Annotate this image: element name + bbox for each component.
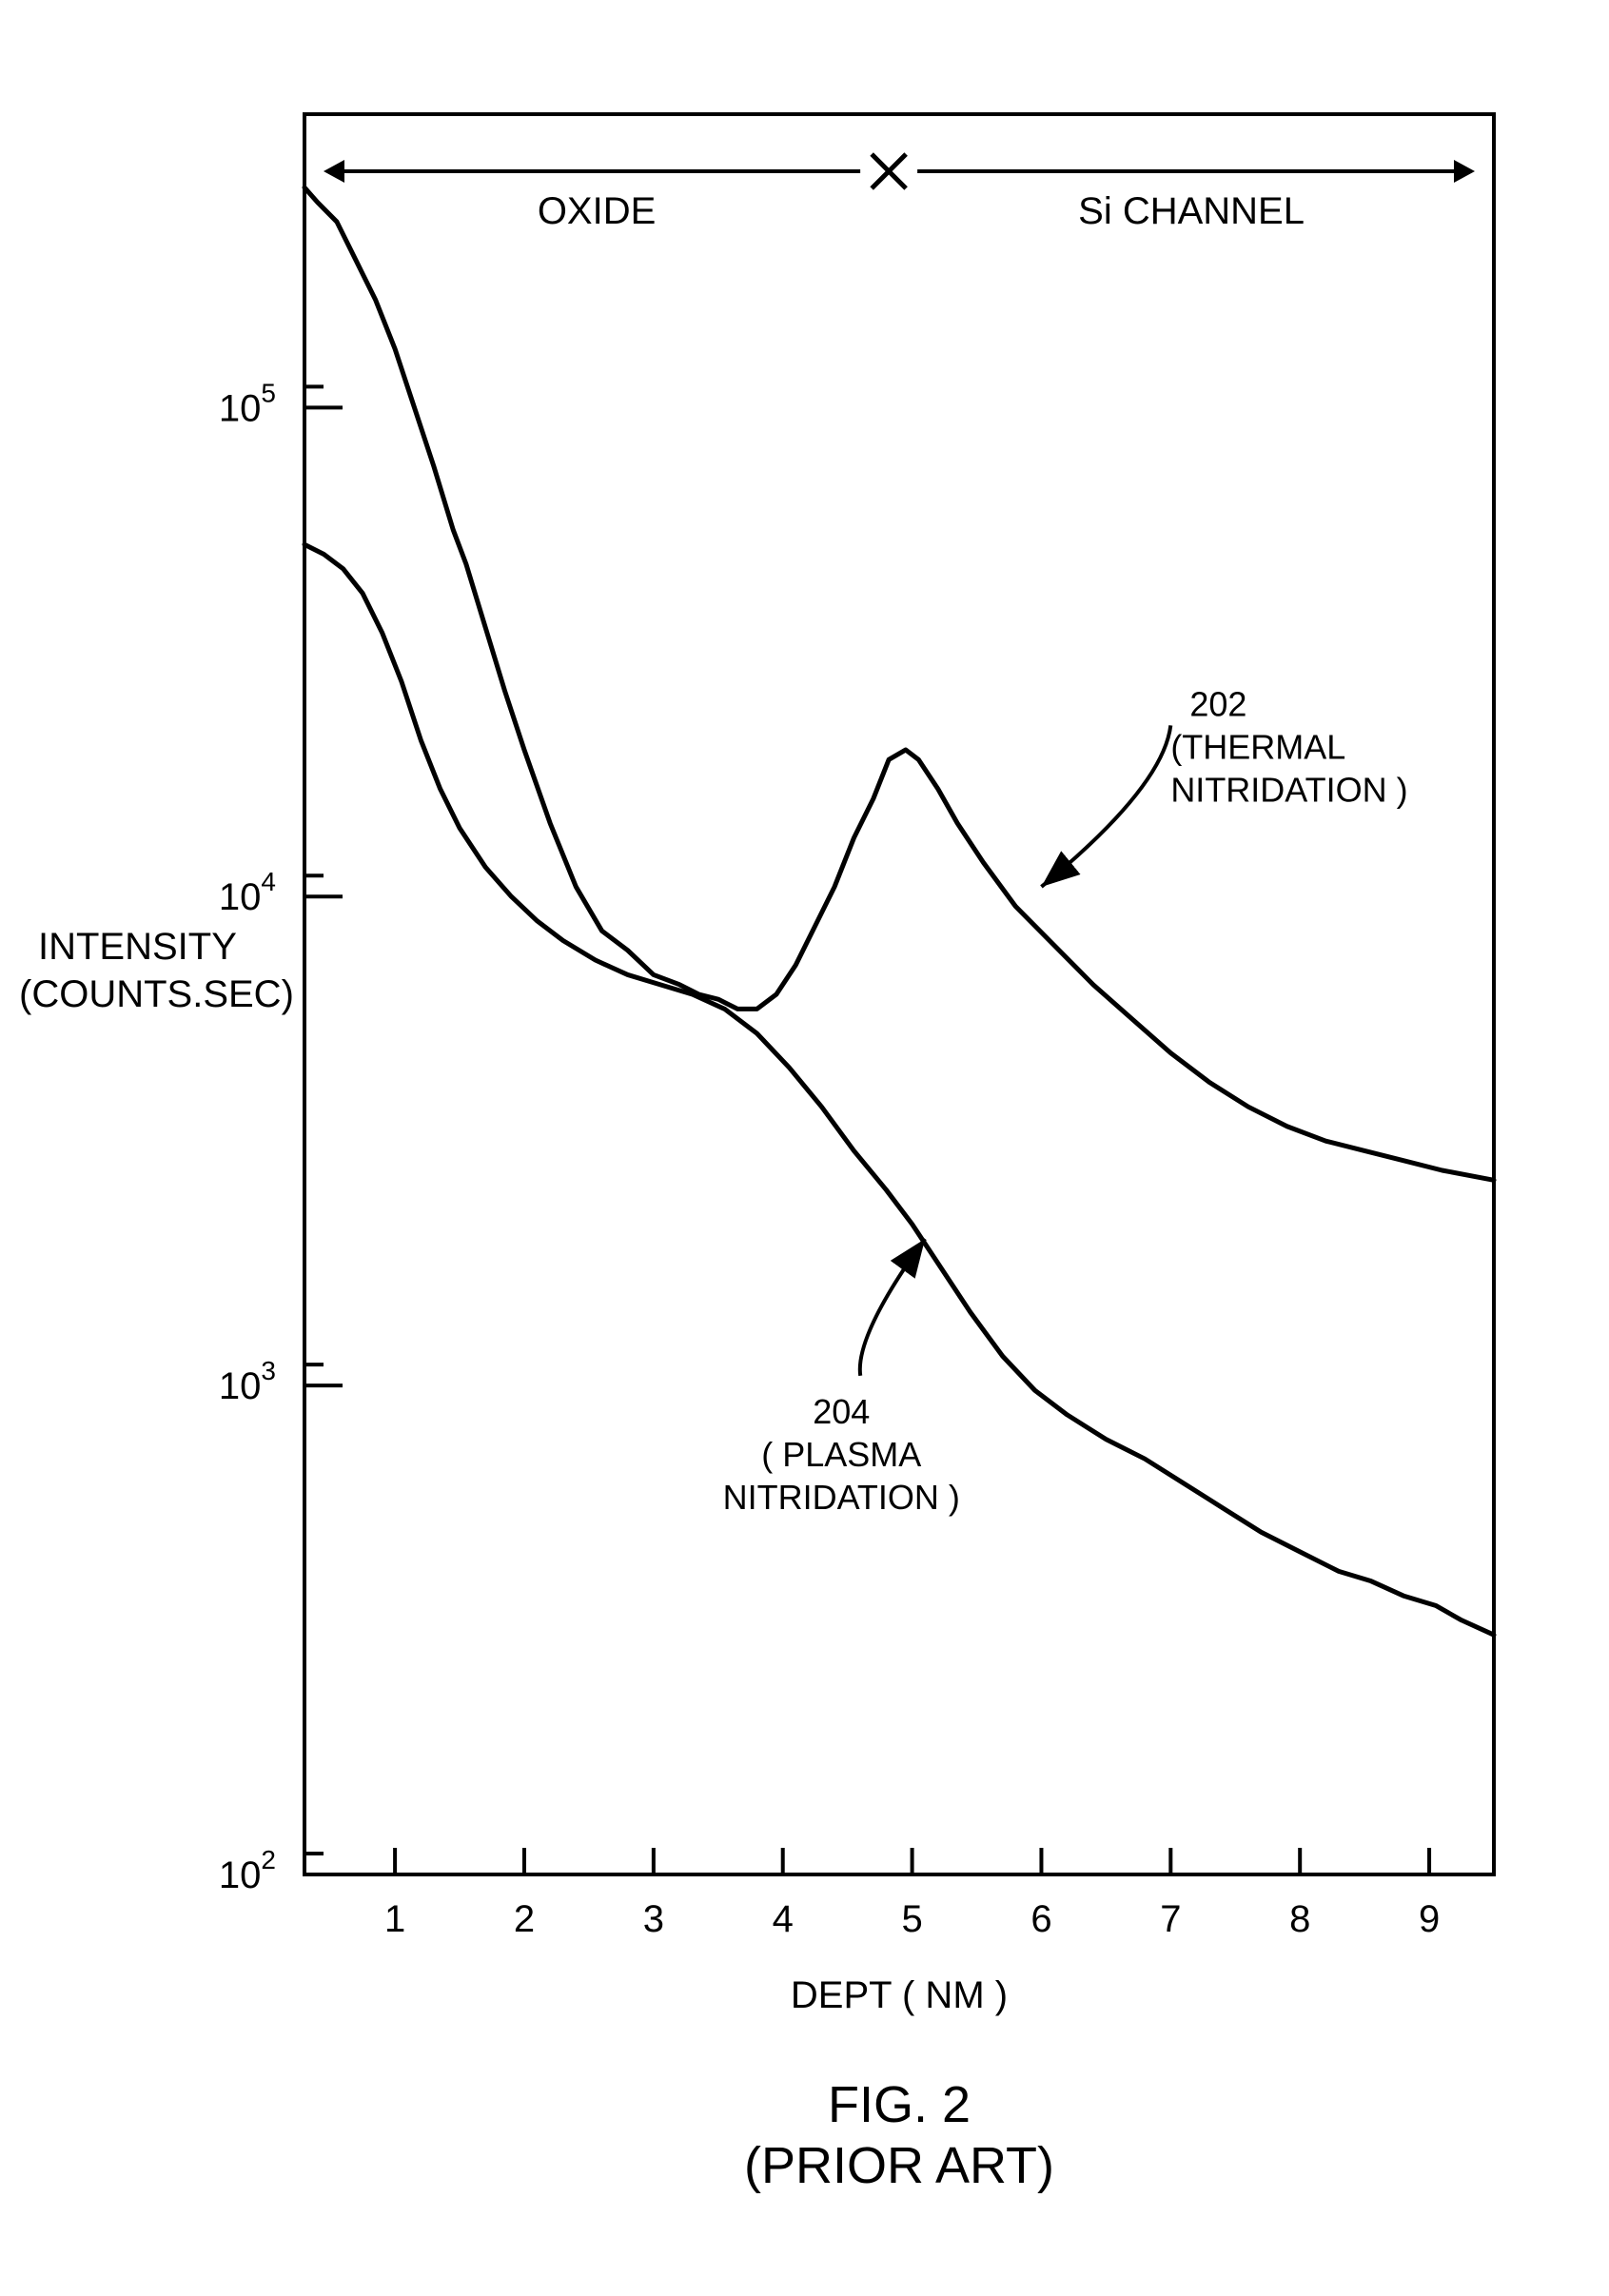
x-axis-label: DEPT ( NM ) xyxy=(791,1974,1008,2016)
series-label-text1-204: ( PLASMA xyxy=(761,1435,921,1474)
callout-arrow-202 xyxy=(1041,725,1170,887)
figure-caption-1: FIG. 2 xyxy=(828,2076,971,2133)
x-tick-label: 4 xyxy=(773,1898,794,1940)
series-label-num-202: 202 xyxy=(1189,684,1246,723)
x-tick-label: 9 xyxy=(1419,1898,1440,1940)
callout-arrow-204 xyxy=(860,1239,925,1376)
series-label-text1-202: (THERMAL xyxy=(1170,727,1345,766)
y-tick-label: 103 xyxy=(219,1356,276,1407)
series-label-num-204: 204 xyxy=(813,1392,870,1431)
y-tick-label: 102 xyxy=(219,1845,276,1896)
y-tick-label: 105 xyxy=(219,378,276,429)
x-tick-label: 8 xyxy=(1289,1898,1310,1940)
series-202 xyxy=(304,187,1494,1180)
plot-border xyxy=(304,114,1494,1874)
x-tick-label: 2 xyxy=(514,1898,535,1940)
figure-page: 1 2 3 4 5 6 7 8 9 DEPT ( NM ) 102 103 104 105 INTENSIT… xyxy=(0,0,1609,2296)
series-label-text2-204: NITRIDATION ) xyxy=(723,1478,960,1517)
x-tick-label: 1 xyxy=(384,1898,405,1940)
divider-x-icon xyxy=(872,154,906,188)
region-label-right: Si CHANNEL xyxy=(1078,190,1305,232)
y-axis-label-2: (COUNTS.SEC) xyxy=(19,973,294,1015)
y-tick-label: 104 xyxy=(219,867,276,918)
x-tick-label: 3 xyxy=(643,1898,664,1940)
x-tick-label: 7 xyxy=(1160,1898,1181,1940)
chart-svg: 1 2 3 4 5 6 7 8 9 DEPT ( NM ) 102 103 104 105 INTENSIT… xyxy=(0,0,1609,2296)
arrowhead-right-icon xyxy=(1454,160,1475,183)
x-tick-label: 5 xyxy=(901,1898,922,1940)
figure-caption-2: (PRIOR ART) xyxy=(744,2137,1054,2194)
region-label-left: OXIDE xyxy=(538,190,656,232)
arrowhead-left-icon xyxy=(324,160,344,183)
x-tick-label: 6 xyxy=(1030,1898,1051,1940)
series-label-text2-202: NITRIDATION ) xyxy=(1170,770,1407,809)
y-axis-label-1: INTENSITY xyxy=(38,926,237,968)
